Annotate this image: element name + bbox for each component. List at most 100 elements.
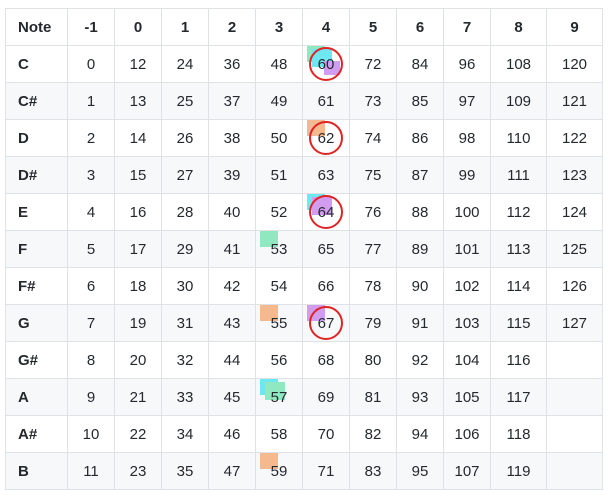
table-row: D 2 14 26 38 50 62 74 86 98 110 122 — [5, 119, 603, 157]
midi-number: 47 — [223, 462, 241, 480]
midi-number-cell: 83 — [349, 452, 397, 490]
midi-number-cell: 37 — [208, 82, 256, 120]
note-name: D — [5, 119, 68, 157]
mint-highlight-marker — [260, 231, 278, 247]
midi-number-cell: 71 — [302, 452, 350, 490]
midi-number: 83 — [364, 462, 382, 480]
midi-number: 8 — [86, 351, 96, 369]
midi-number: 107 — [454, 462, 480, 480]
midi-number: 117 — [506, 388, 531, 406]
midi-number-cell: 92 — [396, 341, 444, 379]
midi-number-cell: 40 — [208, 193, 256, 231]
red-circle-annotation — [309, 306, 343, 340]
midi-number-cell: 61 — [302, 82, 350, 120]
midi-number: 7 — [86, 314, 96, 332]
midi-number: 61 — [317, 92, 335, 110]
midi-number-cell: 124 — [546, 193, 603, 231]
midi-number-cell: 64 — [302, 193, 350, 231]
midi-number: 55 — [270, 314, 288, 332]
midi-number-cell: 20 — [114, 341, 162, 379]
midi-number: 22 — [129, 425, 147, 443]
midi-number: 104 — [454, 351, 480, 369]
midi-number-cell: 8 — [67, 341, 115, 379]
midi-number: 126 — [561, 277, 588, 295]
table-row: G# 8 20 32 44 56 68 80 92 104 116 — [5, 341, 603, 379]
midi-number: 106 — [454, 425, 480, 443]
midi-number: 17 — [129, 240, 147, 258]
midi-number-cell: 113 — [490, 230, 547, 268]
midi-number: 28 — [176, 203, 194, 221]
midi-number-cell: 41 — [208, 230, 256, 268]
midi-number-cell: 77 — [349, 230, 397, 268]
midi-number: 50 — [270, 129, 288, 147]
midi-number-cell: 24 — [161, 45, 209, 83]
midi-number-cell: 78 — [349, 267, 397, 305]
midi-number-cell: 0 — [67, 45, 115, 83]
note-name: F# — [5, 267, 68, 305]
midi-number: 48 — [270, 55, 288, 73]
midi-number: 53 — [270, 240, 288, 258]
midi-number: 13 — [129, 92, 147, 110]
table-row: E 4 16 28 40 52 64 76 88 100 112 124 — [5, 193, 603, 231]
header-octave: 9 — [546, 8, 603, 46]
midi-number: 87 — [411, 166, 429, 184]
midi-number: 58 — [270, 425, 288, 443]
midi-number: 91 — [411, 314, 429, 332]
midi-number-cell: 29 — [161, 230, 209, 268]
midi-number-cell: 21 — [114, 378, 162, 416]
mint-highlight-marker — [265, 382, 285, 400]
header-octave: 1 — [161, 8, 209, 46]
note-name: G# — [5, 341, 68, 379]
midi-number-cell: 45 — [208, 378, 256, 416]
midi-number: 35 — [176, 462, 194, 480]
midi-number-cell: 18 — [114, 267, 162, 305]
midi-number: 18 — [129, 277, 147, 295]
header-octave: 4 — [302, 8, 350, 46]
midi-number-cell: 27 — [161, 156, 209, 194]
midi-number: 110 — [506, 129, 531, 147]
midi-number-cell: 76 — [349, 193, 397, 231]
midi-number: 49 — [270, 92, 288, 110]
midi-number: 51 — [270, 166, 288, 184]
red-circle-annotation — [309, 121, 343, 155]
midi-number-cell: 68 — [302, 341, 350, 379]
midi-number-cell: 109 — [490, 82, 547, 120]
table-row: A 9 21 33 45 57 69 81 93 105 117 — [5, 378, 603, 416]
midi-number: 121 — [561, 92, 588, 110]
midi-number-cell — [546, 341, 603, 379]
midi-number-cell: 10 — [67, 415, 115, 453]
midi-number: 41 — [223, 240, 241, 258]
midi-number: 86 — [411, 129, 429, 147]
midi-number: 59 — [270, 462, 288, 480]
midi-number: 42 — [223, 277, 241, 295]
midi-number: 100 — [454, 203, 480, 221]
midi-number: 99 — [458, 166, 476, 184]
midi-number-cell: 75 — [349, 156, 397, 194]
midi-number: 71 — [317, 462, 335, 480]
midi-number-cell: 3 — [67, 156, 115, 194]
midi-number: 32 — [176, 351, 194, 369]
midi-number: 74 — [364, 129, 382, 147]
midi-number: 68 — [317, 351, 335, 369]
midi-number: 123 — [561, 166, 588, 184]
midi-number-cell: 114 — [490, 267, 547, 305]
midi-number: 2 — [86, 129, 96, 147]
midi-number-cell: 102 — [443, 267, 491, 305]
midi-number: 77 — [364, 240, 382, 258]
midi-number-cell: 49 — [255, 82, 303, 120]
midi-number-cell: 72 — [349, 45, 397, 83]
header-row: Note -1 0 1 2 3 4 5 6 7 8 9 — [5, 8, 603, 46]
midi-number-cell: 32 — [161, 341, 209, 379]
midi-number-cell: 112 — [490, 193, 547, 231]
header-octave: 3 — [255, 8, 303, 46]
midi-number: 14 — [129, 129, 147, 147]
table-body: C 0 12 24 36 48 60 72 84 96 108 120 C# 1 13 25 37 49 61 73 8… — [5, 45, 603, 490]
midi-number-cell: 100 — [443, 193, 491, 231]
midi-number-cell: 111 — [490, 156, 547, 194]
midi-number: 3 — [86, 166, 96, 184]
midi-number-cell: 67 — [302, 304, 350, 342]
midi-number: 124 — [561, 203, 588, 221]
midi-number: 29 — [176, 240, 194, 258]
midi-number-cell: 62 — [302, 119, 350, 157]
midi-number: 69 — [317, 388, 335, 406]
